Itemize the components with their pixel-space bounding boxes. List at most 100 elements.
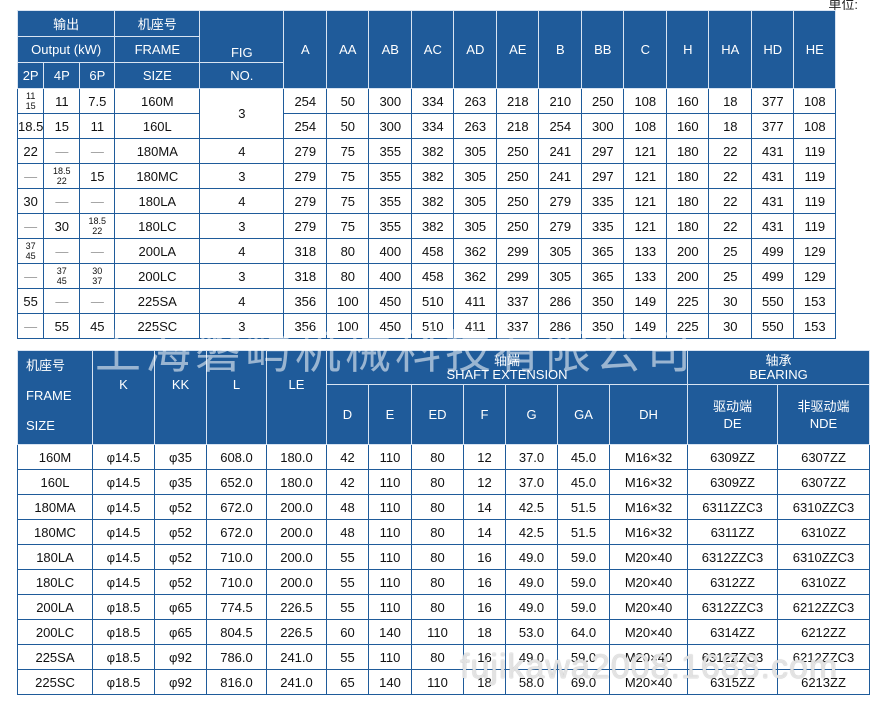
- dim-cell: 119: [793, 188, 837, 214]
- output-4p-cell-line: 37: [56, 266, 67, 276]
- dim-cell: 337: [496, 313, 540, 339]
- dim-cell: 200: [666, 263, 710, 289]
- frame-cell: 225SA: [17, 644, 93, 670]
- dim-cell: 279: [538, 213, 583, 239]
- l-cell: 816.0: [206, 669, 267, 695]
- dim-cell: 108: [793, 113, 837, 139]
- l-cell: 608.0: [206, 444, 267, 470]
- dim-cell: 356: [283, 288, 328, 314]
- dim-cell: 119: [793, 138, 837, 164]
- dim-cell: 356: [283, 313, 328, 339]
- d-cell: 55: [326, 594, 369, 620]
- output-2p-cell: —: [16, 163, 45, 189]
- dim-cell: 450: [368, 288, 413, 314]
- d-header: D: [326, 384, 369, 445]
- fig-cell: 3: [199, 313, 285, 339]
- table-row: 11 15 11 7.5 160M 3 254 50 300 334 263 218 210 250 108…: [16, 88, 837, 139]
- bearing-en-header: BEARING: [749, 366, 808, 382]
- ed-cell: 110: [411, 619, 464, 645]
- fig-cell: 3: [199, 163, 285, 189]
- nde-cell: 6307ZZ: [777, 469, 870, 495]
- de-cell: 6311ZZC3: [687, 494, 778, 520]
- g-cell: 37.0: [505, 444, 558, 470]
- dim-cell: 337: [496, 288, 540, 314]
- frame-cell: 180MC: [17, 519, 93, 545]
- dim-cell: 355: [368, 138, 413, 164]
- dim-cell: 80: [326, 238, 370, 264]
- f-cell: 12: [463, 469, 506, 495]
- dim-header-h: H: [666, 10, 710, 89]
- g-cell: 42.5: [505, 519, 558, 545]
- dim-cell: 550: [751, 288, 795, 314]
- output-6p-cell-line: 18.5: [88, 216, 107, 226]
- dim-cell: 108: [623, 113, 668, 139]
- f-cell: 18: [463, 669, 506, 695]
- dim-cell: 365: [581, 263, 625, 289]
- dim-cell: 121: [623, 213, 668, 239]
- e-cell: 110: [368, 544, 412, 570]
- output-6p-cell: 18.5 22: [79, 213, 116, 239]
- f-cell: 16: [463, 569, 506, 595]
- dim-cell: 499: [751, 238, 795, 264]
- k-cell: φ18.5: [92, 619, 155, 645]
- dim-cell: 254: [283, 113, 328, 139]
- dim-cell: 382: [411, 138, 455, 164]
- dim-cell: 241: [538, 163, 583, 189]
- dim-header-ha: HA: [708, 10, 753, 89]
- kk-cell: φ52: [154, 544, 207, 570]
- dim-cell: 510: [411, 313, 455, 339]
- e-cell: 110: [368, 594, 412, 620]
- dim-cell: 180: [666, 213, 710, 239]
- dim-cell: 300: [368, 113, 413, 139]
- f-cell: 16: [463, 594, 506, 620]
- output-4p-cell: 15: [43, 113, 81, 139]
- le-cell: 226.5: [266, 619, 327, 645]
- dh-cell: M20×40: [609, 619, 688, 645]
- dim-cell: 225: [666, 288, 710, 314]
- d-cell: 55: [326, 569, 369, 595]
- f-header: F: [463, 384, 506, 445]
- dim-cell: 218: [496, 113, 540, 139]
- dim-cell: 100: [326, 288, 370, 314]
- dim-cell: 108: [623, 88, 668, 114]
- dim-cell: 499: [751, 263, 795, 289]
- dim-cell: 305: [538, 263, 583, 289]
- ga-cell: 69.0: [557, 669, 610, 695]
- ed-cell: 80: [411, 494, 464, 520]
- l-cell: 710.0: [206, 569, 267, 595]
- output-4p-cell-line: 45: [56, 276, 67, 286]
- fig-header: FIG: [199, 10, 285, 63]
- dim-cell: 22: [708, 138, 753, 164]
- dim-cell: 382: [411, 188, 455, 214]
- dim-cell: 250: [496, 163, 540, 189]
- d-cell: 48: [326, 519, 369, 545]
- dim-cell: 305: [453, 138, 498, 164]
- dim-cell: 241: [538, 138, 583, 164]
- kk-cell: φ52: [154, 519, 207, 545]
- output-2p-cell: 22: [16, 138, 45, 164]
- l-cell: 710.0: [206, 544, 267, 570]
- d-cell: 65: [326, 669, 369, 695]
- ga-cell: 51.5: [557, 519, 610, 545]
- dim-cell: 75: [326, 163, 370, 189]
- dim-cell: 382: [411, 163, 455, 189]
- frame-size-header: SIZE: [114, 62, 201, 89]
- dim-cell: 334: [411, 113, 455, 139]
- e-cell: 110: [368, 519, 412, 545]
- frame-cell: 180MA: [17, 494, 93, 520]
- dim-cell: 80: [326, 263, 370, 289]
- de-cell: 6309ZZ: [687, 469, 778, 495]
- fig-cell: 4: [199, 188, 285, 214]
- output-2p-cell: 55: [16, 288, 45, 314]
- dim-cell: 75: [326, 138, 370, 164]
- pole-header-4p: 4P: [43, 62, 81, 89]
- dim-cell: 431: [751, 138, 795, 164]
- dim-cell: 299: [496, 263, 540, 289]
- output-4p-cell-line: 18.5: [53, 166, 71, 176]
- output-2p-cell: 18.5: [16, 113, 45, 139]
- k-cell: φ18.5: [92, 594, 155, 620]
- fig-no-header: NO.: [199, 62, 285, 89]
- e-cell: 110: [368, 469, 412, 495]
- dim-cell: 305: [453, 163, 498, 189]
- ed-cell: 80: [411, 644, 464, 670]
